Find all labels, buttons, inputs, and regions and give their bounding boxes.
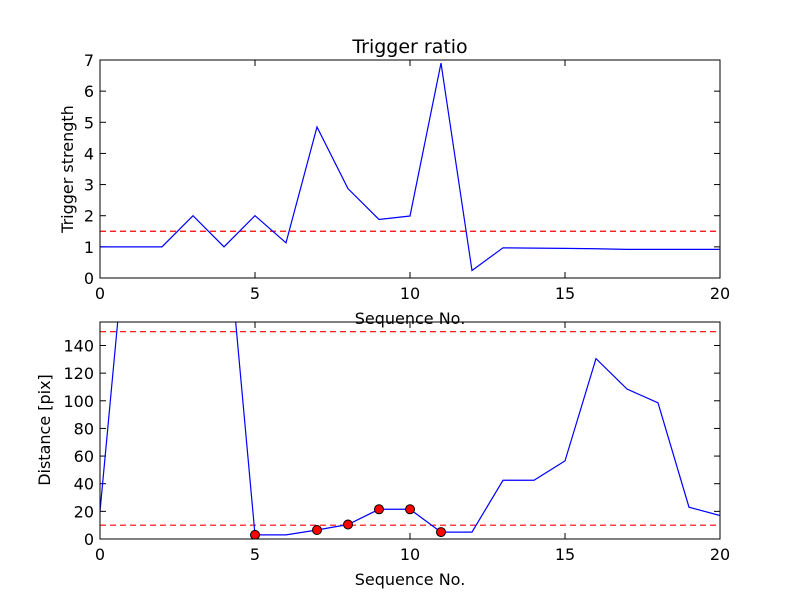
x-axis-label: Sequence No.: [355, 570, 466, 589]
y-tick-label: 100: [63, 392, 94, 411]
y-tick-label: 2: [84, 207, 94, 226]
x-axis-label: Sequence No.: [355, 309, 466, 328]
plot-title: Trigger ratio: [351, 36, 467, 58]
trigger-ratio-plot: Trigger ratio 0 5 10 15 20 0 1 2 3 4 5 6 7 Sequence …: [58, 36, 730, 328]
y-tick-label: 1: [84, 238, 94, 257]
series-line: [100, 62, 720, 272]
data-point: [405, 504, 415, 515]
y-tick-label: 4: [84, 144, 94, 163]
x-tick-label: 0: [95, 545, 105, 564]
data-layer: [100, 322, 720, 539]
y-tick-label: 6: [84, 82, 94, 101]
y-tick-label: 5: [84, 113, 94, 132]
y-tick-label: 40: [74, 475, 94, 494]
x-tick-label: 15: [555, 545, 575, 564]
x-tick-label: 20: [710, 284, 730, 303]
data-point: [374, 504, 384, 515]
data-point: [250, 529, 260, 539]
x-tick-label: 10: [400, 545, 420, 564]
y-tick-label: 120: [63, 364, 94, 383]
y-tick-label: 140: [63, 336, 94, 355]
y-tick-label: 80: [74, 419, 94, 438]
x-tick-label: 5: [250, 284, 260, 303]
axes-frame: [99, 321, 721, 540]
y-tick-label: 7: [84, 51, 94, 70]
y-axis-label: Distance [pix]: [35, 374, 54, 486]
data-point: [343, 519, 353, 530]
x-tick-label: 5: [250, 545, 260, 564]
y-tick-label: 0: [84, 530, 94, 549]
y-tick-label: 0: [84, 269, 94, 288]
x-tick-label: 0: [95, 284, 105, 303]
x-tick-label: 10: [400, 284, 420, 303]
y-tick-label: 3: [84, 176, 94, 195]
x-tick-label: 20: [710, 545, 730, 564]
y-tick-label: 60: [74, 447, 94, 466]
data-point: [312, 525, 322, 536]
y-axis-label: Trigger strength: [58, 105, 77, 234]
data-point: [436, 527, 446, 538]
y-tick-label: 20: [74, 502, 94, 521]
x-tick-label: 15: [555, 284, 575, 303]
data-layer: [100, 62, 720, 272]
tick-group: 0 5 10 15 20 0 20 40 60 80 100 120 140: [63, 322, 730, 564]
axes-frame: [99, 59, 721, 279]
